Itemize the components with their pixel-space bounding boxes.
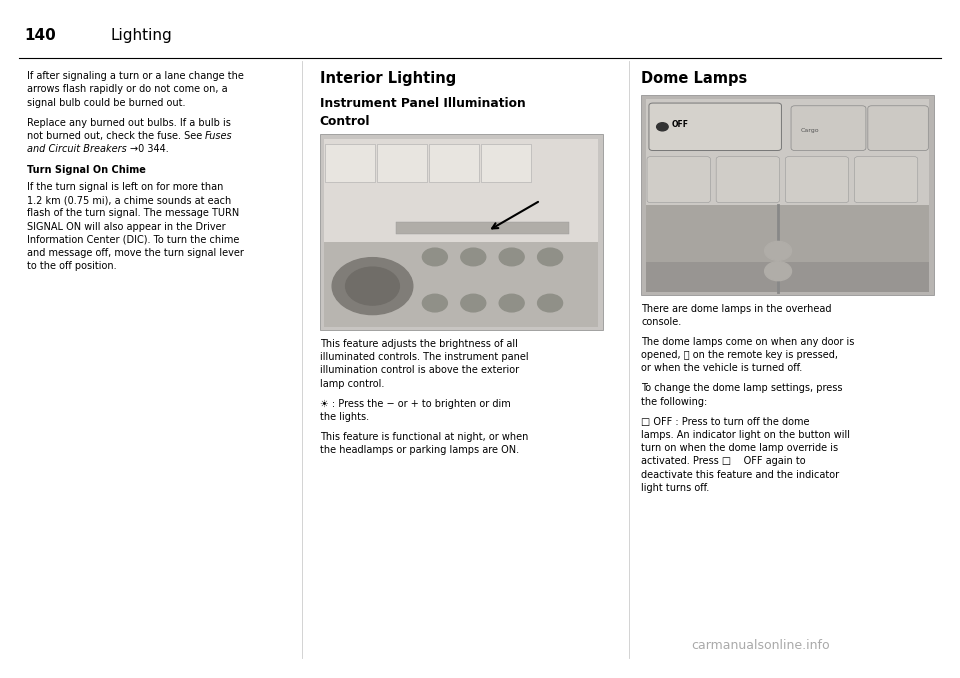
FancyBboxPatch shape <box>481 144 531 182</box>
FancyBboxPatch shape <box>396 222 569 235</box>
Circle shape <box>538 248 563 266</box>
FancyBboxPatch shape <box>324 242 598 327</box>
Text: Lighting: Lighting <box>110 28 172 43</box>
Text: Dome Lamps: Dome Lamps <box>641 71 748 86</box>
Text: SIGNAL ON will also appear in the Driver: SIGNAL ON will also appear in the Driver <box>27 222 226 232</box>
Circle shape <box>461 248 486 266</box>
FancyBboxPatch shape <box>868 106 928 151</box>
Text: 140: 140 <box>24 28 56 43</box>
Text: console.: console. <box>641 317 682 327</box>
Text: 1.2 km (0.75 mi), a chime sounds at each: 1.2 km (0.75 mi), a chime sounds at each <box>27 195 231 205</box>
Circle shape <box>346 267 399 305</box>
Text: carmanualsonline.info: carmanualsonline.info <box>691 639 829 652</box>
FancyBboxPatch shape <box>377 144 427 182</box>
Text: light turns off.: light turns off. <box>641 483 709 493</box>
Circle shape <box>461 294 486 312</box>
Text: not burned out, check the fuse. See: not burned out, check the fuse. See <box>27 131 205 141</box>
Text: opened, 🔑 on the remote key is pressed,: opened, 🔑 on the remote key is pressed, <box>641 350 838 360</box>
Circle shape <box>422 248 447 266</box>
FancyBboxPatch shape <box>646 262 929 292</box>
FancyBboxPatch shape <box>647 157 710 203</box>
FancyBboxPatch shape <box>324 140 598 242</box>
Circle shape <box>657 123 668 131</box>
Text: →0 344.: →0 344. <box>130 144 168 154</box>
Text: signal bulb could be burned out.: signal bulb could be burned out. <box>27 98 185 108</box>
Text: the headlamps or parking lamps are ON.: the headlamps or parking lamps are ON. <box>320 445 518 455</box>
Text: lamps. An indicator light on the button will: lamps. An indicator light on the button … <box>641 430 851 440</box>
Text: If after signaling a turn or a lane change the: If after signaling a turn or a lane chan… <box>27 71 244 81</box>
FancyBboxPatch shape <box>716 157 780 203</box>
Text: and message off, move the turn signal lever: and message off, move the turn signal le… <box>27 248 244 258</box>
Text: To change the dome lamp settings, press: To change the dome lamp settings, press <box>641 384 843 393</box>
FancyBboxPatch shape <box>785 157 849 203</box>
Text: □ OFF : Press to turn off the dome: □ OFF : Press to turn off the dome <box>641 417 810 426</box>
FancyBboxPatch shape <box>646 205 929 265</box>
Text: The dome lamps come on when any door is: The dome lamps come on when any door is <box>641 337 854 347</box>
Circle shape <box>764 262 792 281</box>
FancyBboxPatch shape <box>649 103 781 151</box>
Text: Control: Control <box>320 115 371 127</box>
Circle shape <box>332 258 413 315</box>
Text: lamp control.: lamp control. <box>320 379 384 388</box>
Text: the lights.: the lights. <box>320 412 369 422</box>
Text: illumination control is above the exterior: illumination control is above the exteri… <box>320 365 518 376</box>
Text: arrows flash rapidly or do not come on, a: arrows flash rapidly or do not come on, … <box>27 84 228 94</box>
Circle shape <box>499 248 524 266</box>
Text: to the off position.: to the off position. <box>27 261 116 271</box>
Text: Instrument Panel Illumination: Instrument Panel Illumination <box>320 97 525 110</box>
Text: OFF: OFF <box>672 120 689 129</box>
Text: and Circuit Breakers: and Circuit Breakers <box>27 144 127 154</box>
Text: Fuses: Fuses <box>204 131 232 141</box>
FancyBboxPatch shape <box>320 134 603 330</box>
Text: activated. Press □    OFF again to: activated. Press □ OFF again to <box>641 456 805 466</box>
FancyBboxPatch shape <box>429 144 479 182</box>
FancyBboxPatch shape <box>646 99 929 205</box>
Text: Turn Signal On Chime: Turn Signal On Chime <box>27 165 146 176</box>
Text: Cargo: Cargo <box>801 127 819 133</box>
Circle shape <box>538 294 563 312</box>
Text: flash of the turn signal. The message TURN: flash of the turn signal. The message TU… <box>27 208 239 218</box>
Text: This feature is functional at night, or when: This feature is functional at night, or … <box>320 432 528 442</box>
Text: If the turn signal is left on for more than: If the turn signal is left on for more t… <box>27 182 224 192</box>
Text: or when the vehicle is turned off.: or when the vehicle is turned off. <box>641 363 803 374</box>
Text: turn on when the dome lamp override is: turn on when the dome lamp override is <box>641 443 838 453</box>
Text: This feature adjusts the brightness of all: This feature adjusts the brightness of a… <box>320 339 517 349</box>
FancyBboxPatch shape <box>325 144 375 182</box>
Text: deactivate this feature and the indicator: deactivate this feature and the indicato… <box>641 470 839 479</box>
Text: Information Center (DIC). To turn the chime: Information Center (DIC). To turn the ch… <box>27 235 239 245</box>
FancyBboxPatch shape <box>791 106 866 151</box>
Text: ☀ : Press the − or + to brighten or dim: ☀ : Press the − or + to brighten or dim <box>320 399 511 409</box>
FancyBboxPatch shape <box>854 157 918 203</box>
Text: Replace any burned out bulbs. If a bulb is: Replace any burned out bulbs. If a bulb … <box>27 117 230 127</box>
Text: Interior Lighting: Interior Lighting <box>320 71 456 86</box>
Text: There are dome lamps in the overhead: There are dome lamps in the overhead <box>641 304 831 314</box>
FancyBboxPatch shape <box>641 95 934 295</box>
Circle shape <box>764 241 792 260</box>
Circle shape <box>499 294 524 312</box>
Circle shape <box>422 294 447 312</box>
Text: the following:: the following: <box>641 397 708 407</box>
Text: illuminated controls. The instrument panel: illuminated controls. The instrument pan… <box>320 353 528 362</box>
